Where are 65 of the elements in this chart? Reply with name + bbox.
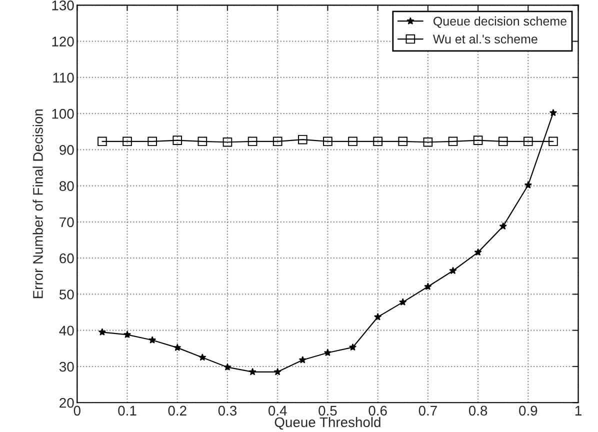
point	[323, 136, 332, 146]
point	[248, 136, 258, 146]
y-tick-label: 80	[60, 181, 74, 192]
y-tick-label: 60	[60, 253, 74, 264]
point	[198, 136, 208, 146]
x-tick-label: 0.5	[318, 406, 337, 416]
y-axis-title: Error Number of Final Decision	[32, 109, 43, 298]
point	[399, 298, 407, 306]
x-axis-title: Queue Threshold	[274, 416, 380, 430]
point	[473, 136, 483, 145]
point	[148, 336, 156, 344]
y-tick-label: 110	[53, 72, 74, 83]
point	[498, 136, 508, 146]
x-tick-label: 0.9	[519, 406, 538, 416]
point	[348, 343, 357, 351]
x-tick-label: 0.3	[218, 406, 237, 416]
point	[374, 313, 382, 320]
point	[274, 368, 282, 376]
point	[548, 136, 558, 146]
y-tick-label: 90	[60, 145, 74, 155]
point	[222, 137, 232, 147]
point	[248, 368, 256, 376]
point	[298, 356, 306, 364]
legend-label: Queue decision scheme	[434, 16, 566, 28]
point	[423, 137, 433, 147]
point	[549, 108, 557, 116]
point	[324, 348, 332, 356]
x-tick-label: 0.6	[368, 406, 387, 416]
x-tick-label: 0.8	[468, 406, 488, 416]
point	[499, 222, 507, 230]
x-tick-label: 0	[74, 406, 80, 416]
point	[474, 248, 482, 256]
point	[224, 363, 232, 371]
y-tick-label: 100	[52, 108, 74, 119]
legend-label: Wu et al.'s scheme	[432, 34, 538, 44]
x-tick-label: 0.1	[118, 406, 136, 416]
point	[424, 282, 432, 290]
y-tick-label: 130	[52, 0, 74, 10]
y-tick-label: 40	[59, 326, 74, 336]
x-tick-label: 0.4	[268, 406, 287, 416]
point	[524, 181, 532, 188]
point	[98, 136, 107, 146]
y-tick-label: 20	[60, 398, 74, 408]
point	[148, 136, 157, 146]
point	[348, 136, 358, 146]
point	[449, 266, 457, 274]
point	[373, 136, 382, 146]
x-tick-label: 1	[575, 406, 582, 416]
point	[123, 330, 132, 338]
point	[98, 328, 106, 336]
point	[524, 136, 533, 146]
point	[122, 136, 132, 146]
point	[272, 136, 282, 146]
point	[398, 136, 408, 146]
point	[298, 134, 308, 144]
y-tick-label: 120	[52, 36, 74, 46]
point	[172, 136, 182, 145]
point	[174, 344, 182, 351]
point	[198, 354, 206, 361]
y-tick-label: 30	[59, 362, 74, 372]
x-tick-label: 0.2	[168, 406, 186, 416]
y-tick-label: 50	[59, 290, 74, 300]
point	[448, 136, 458, 146]
x-tick-label: 0.7	[418, 406, 437, 416]
y-tick-label: 70	[60, 217, 74, 228]
